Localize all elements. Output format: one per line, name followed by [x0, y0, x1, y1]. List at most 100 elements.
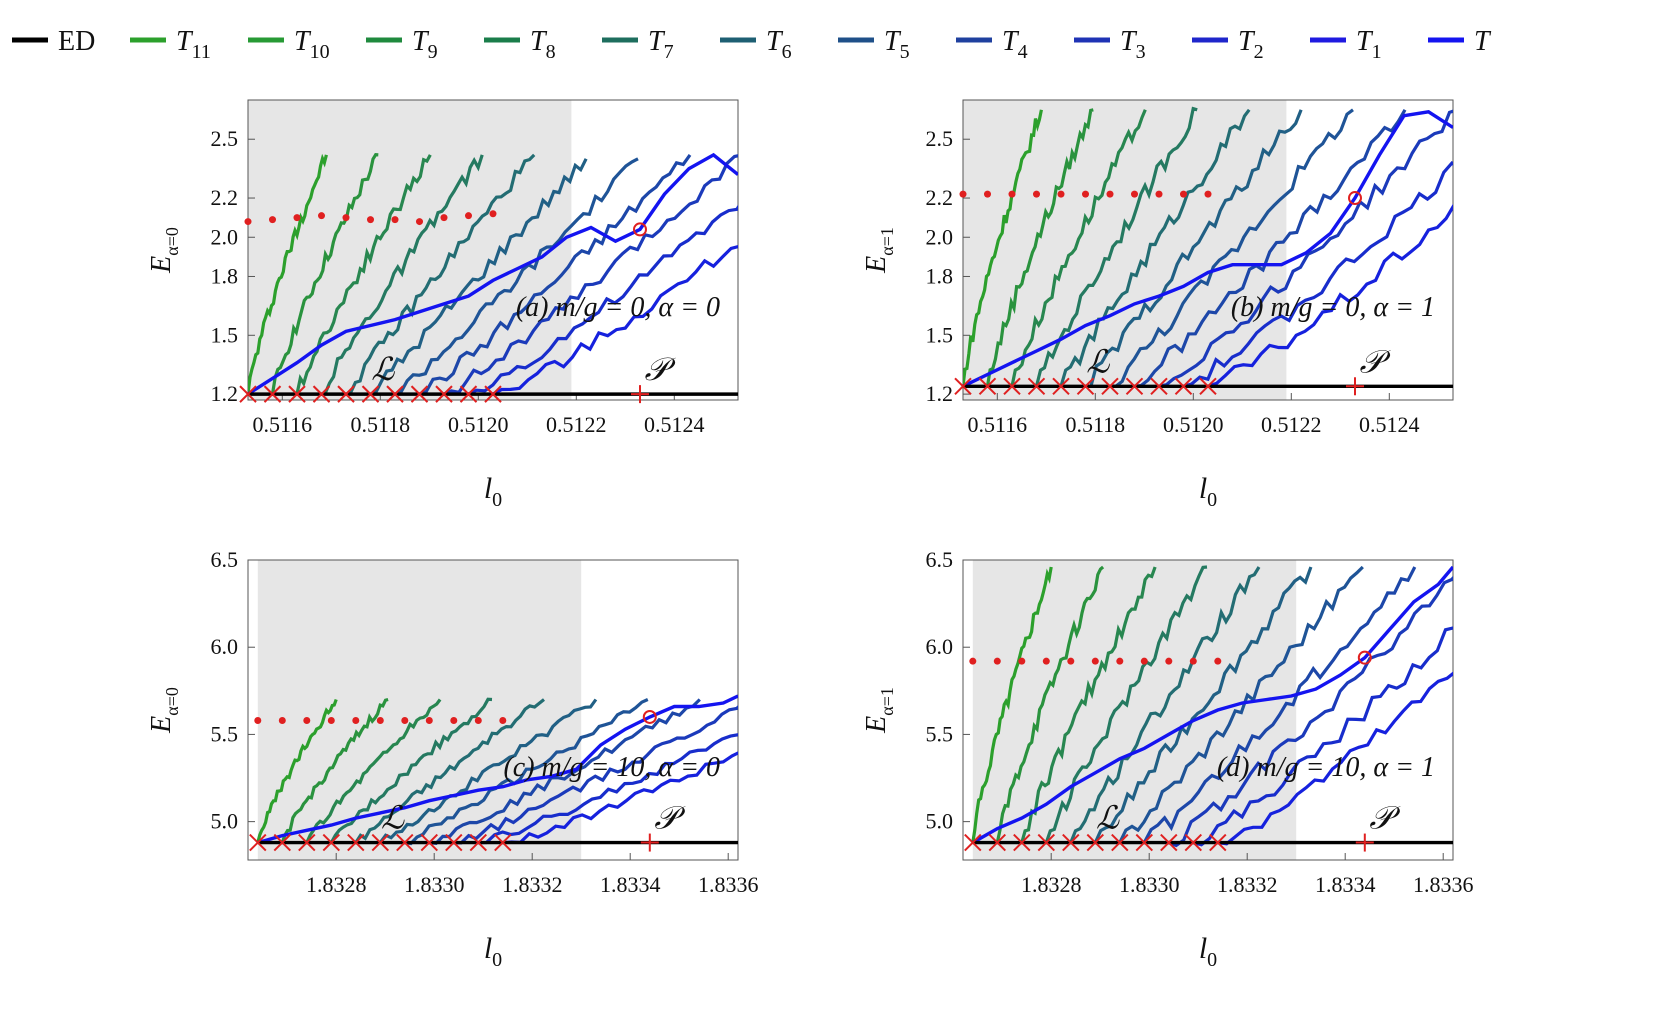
x-tick-label: 0.5120	[448, 412, 509, 437]
legend-label: T6	[766, 26, 792, 63]
legend-sub: 6	[782, 41, 792, 63]
series-T2	[478, 732, 738, 845]
legend-label: T1	[1356, 26, 1382, 63]
x-tick-label: 0.5116	[967, 412, 1027, 437]
series-T	[257, 694, 738, 845]
y-tick-label: 6.5	[211, 550, 239, 572]
x-tick-label: 0.5118	[350, 412, 410, 437]
dot-marker	[318, 212, 325, 220]
l-marker-x	[1160, 833, 1178, 852]
series-T9	[1010, 109, 1147, 387]
y-tick-label: 1.8	[926, 263, 954, 288]
panel-c: 1.8328 1.8330 1.8332 1.8334 1.8336 5.0 5.5 6.0 6…	[146, 550, 758, 971]
l-marker-x	[298, 833, 316, 852]
panel-d: 1.8328 1.8330 1.8332 1.8334 1.8336 5.0 5.5 6.0 6…	[861, 550, 1473, 971]
l-marker-x	[1052, 377, 1070, 395]
y-axis-sub: α=0	[162, 227, 182, 256]
series-T5	[404, 698, 649, 846]
y-tick-label: 6.0	[926, 634, 954, 659]
curves	[971, 565, 1453, 848]
dot-marker	[984, 190, 991, 198]
legend-item: T9	[366, 26, 438, 63]
series-T1	[1217, 671, 1453, 846]
y-tick-label: 5.0	[211, 809, 239, 834]
dot-marker	[278, 716, 286, 724]
plot-frame	[247, 559, 739, 861]
legend-item: T10	[248, 26, 330, 63]
series-T9	[305, 698, 442, 844]
l-marker-x	[1199, 377, 1217, 395]
l-marker-x	[459, 385, 478, 403]
y-axis-label: Eα=1	[861, 687, 897, 734]
y-axis-sub: α=1	[877, 227, 897, 256]
y-tick-label: 1.5	[926, 322, 954, 347]
legend-sub: 11	[192, 41, 211, 63]
dot-marker	[1165, 657, 1173, 665]
dot-marker	[254, 716, 262, 724]
series-T10	[985, 108, 1094, 387]
series-T8	[1034, 106, 1198, 387]
series-T10	[280, 697, 389, 844]
curves	[248, 152, 738, 396]
dot-marker	[440, 214, 448, 222]
dot-marker	[1214, 657, 1222, 665]
y-tick-label: 1.2	[211, 381, 239, 406]
circle-marker	[1357, 650, 1372, 665]
series-T3	[1168, 575, 1453, 848]
plot-frame	[962, 559, 1454, 861]
x-axis-label: l0	[1199, 472, 1217, 511]
series-T7	[1069, 566, 1261, 844]
series-T8	[329, 697, 493, 844]
dot-marker	[499, 716, 507, 724]
dot-marker	[1033, 190, 1040, 198]
dot-marker	[1155, 190, 1163, 198]
l-marker-x	[1101, 377, 1119, 395]
dot-marker	[1116, 657, 1124, 665]
p-marker-plus	[1346, 377, 1364, 396]
x-axis-sub: 0	[492, 949, 502, 971]
region-label-L: ℒ	[1096, 800, 1120, 836]
y-tick-label: 2.2	[926, 185, 954, 210]
l-marker-x	[347, 833, 365, 852]
series-T3	[453, 705, 738, 845]
circle-marker	[1348, 191, 1362, 206]
series-T5	[1118, 565, 1364, 844]
series-T1	[502, 751, 738, 845]
l-marker-x	[469, 833, 488, 852]
y-tick-label: 6.5	[926, 550, 954, 572]
l-marker-x	[484, 385, 502, 403]
dot-marker	[1091, 657, 1099, 665]
legend-label: T2	[1238, 26, 1264, 63]
x-tick-label: 0.5118	[1065, 412, 1125, 437]
p-marker-plus	[631, 385, 649, 404]
legend-sub: 2	[1254, 41, 1264, 63]
dot-marker	[376, 716, 384, 724]
legend-label: T4	[1002, 26, 1028, 63]
region-label-P: 𝒫	[644, 351, 676, 387]
y-tick-label: 5.5	[211, 721, 239, 746]
series-T3	[1158, 109, 1453, 388]
dot-marker	[327, 716, 335, 724]
legend-item: T2	[1192, 26, 1264, 63]
series-T8	[320, 154, 484, 396]
dot-marker	[959, 190, 967, 198]
l-marker-x	[337, 385, 355, 403]
dot-marker	[1140, 657, 1148, 665]
curves	[963, 106, 1453, 389]
series-T6	[1085, 109, 1303, 389]
legend-label: T3	[1120, 26, 1146, 63]
l-marker-x	[322, 833, 341, 852]
l-marker-x	[386, 385, 404, 403]
series-T	[248, 152, 738, 396]
dot-marker	[401, 716, 409, 724]
l-marker-x	[435, 385, 453, 403]
legend-item: T1	[1310, 26, 1382, 63]
p-marker-plus	[1355, 833, 1374, 852]
dot-marker	[342, 214, 350, 222]
dot-marker	[1180, 190, 1187, 198]
y-tick-label: 2.0	[926, 224, 954, 249]
legend-label: ED	[58, 26, 95, 57]
region-label-P: 𝒫	[1369, 800, 1401, 836]
series-T10	[995, 565, 1105, 843]
region-label-L: ℒ	[371, 351, 395, 387]
